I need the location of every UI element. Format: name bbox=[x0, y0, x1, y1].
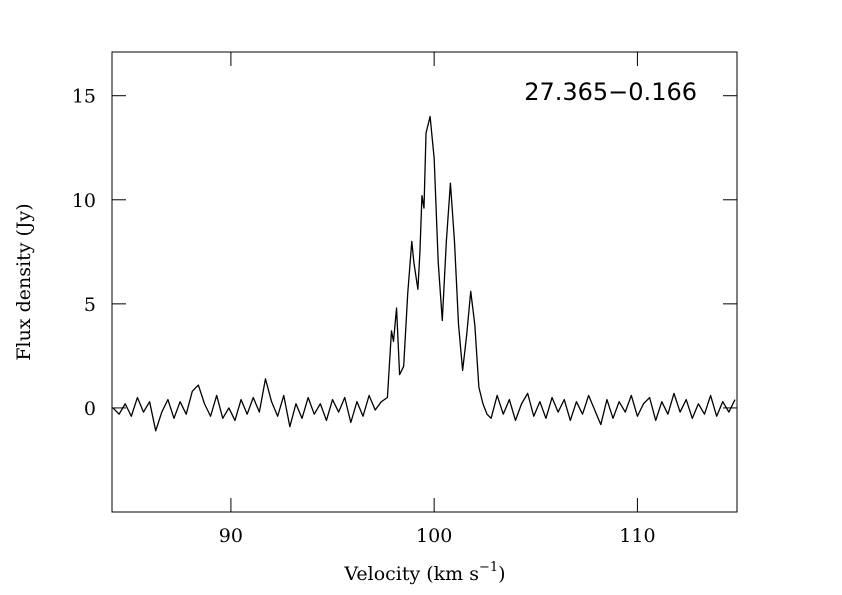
x-label-end: ) bbox=[498, 563, 505, 585]
x-tick-label: 100 bbox=[416, 525, 452, 547]
plot-frame bbox=[111, 51, 738, 513]
x-axis-label: Velocity (km s−1) bbox=[343, 560, 505, 585]
y-tick-label: 5 bbox=[84, 294, 96, 316]
y-axis-label: Flux density (Jy) bbox=[13, 203, 35, 360]
y-tick-label: 10 bbox=[72, 190, 96, 212]
spectrum-line bbox=[112, 115, 736, 432]
x-tick-label: 90 bbox=[219, 525, 243, 547]
x-label-text: Velocity (km s bbox=[343, 563, 479, 585]
x-label-sup: −1 bbox=[479, 560, 498, 575]
y-tick-label: 0 bbox=[84, 398, 96, 420]
y-tick-label: 15 bbox=[72, 86, 96, 108]
x-tick-label: 110 bbox=[619, 525, 655, 547]
annotation: 27.365−0.166 bbox=[524, 78, 697, 106]
